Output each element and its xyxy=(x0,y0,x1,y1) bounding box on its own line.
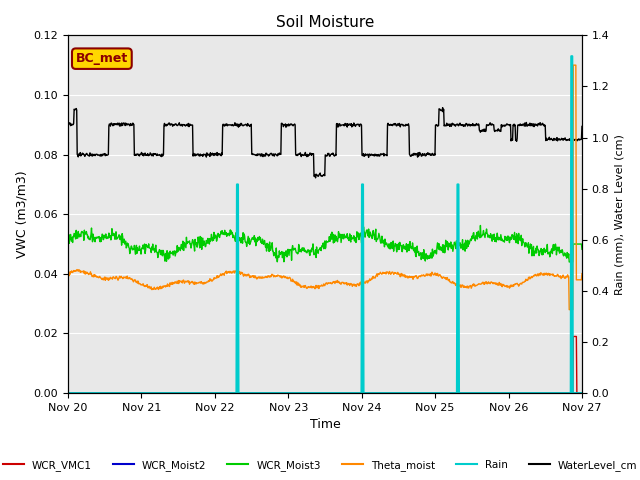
Text: BC_met: BC_met xyxy=(76,52,128,65)
X-axis label: Time: Time xyxy=(310,419,340,432)
Y-axis label: Rain (mm), Water Level (cm): Rain (mm), Water Level (cm) xyxy=(615,134,625,295)
Y-axis label: VWC (m3/m3): VWC (m3/m3) xyxy=(15,170,28,258)
Legend: WCR_VMC1, WCR_Moist2, WCR_Moist3, Theta_moist, Rain, WaterLevel_cm: WCR_VMC1, WCR_Moist2, WCR_Moist3, Theta_… xyxy=(0,456,640,475)
Title: Soil Moisture: Soil Moisture xyxy=(276,15,374,30)
